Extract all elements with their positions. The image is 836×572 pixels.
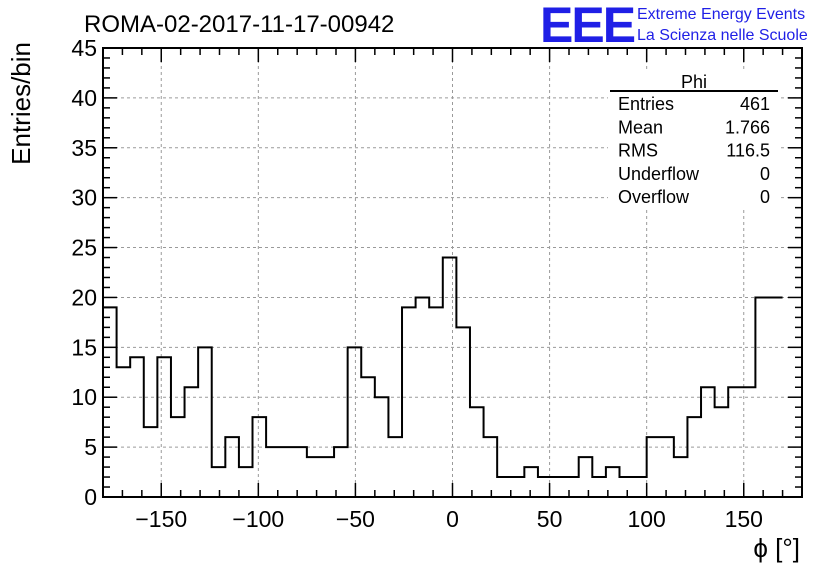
stats-row-value: 0 — [760, 187, 770, 207]
histogram-bin — [619, 477, 633, 497]
x-tick-label: −100 — [232, 506, 284, 532]
histogram-bin — [103, 307, 117, 497]
stats-row-value: 1.766 — [725, 117, 770, 137]
y-tick-label: 10 — [71, 384, 97, 410]
histogram-bin — [293, 447, 307, 497]
histogram-bin — [225, 437, 239, 497]
histogram-bin — [647, 437, 661, 497]
y-tick-label: 20 — [71, 284, 97, 310]
eee-logo: EEE Extreme Energy Events La Scienza nel… — [540, 0, 808, 53]
stats-row-label: Mean — [618, 117, 663, 137]
histogram-bin — [769, 297, 783, 497]
histogram-bin — [497, 477, 511, 497]
histogram-bin — [266, 447, 280, 497]
histogram-bin — [633, 477, 647, 497]
histogram-bin — [687, 417, 701, 497]
histogram-bin — [185, 387, 199, 497]
histogram-bin — [375, 397, 389, 497]
histogram-bin — [388, 437, 402, 497]
histogram-bin — [307, 457, 321, 497]
y-tick-label: 15 — [71, 334, 97, 360]
histogram-bin — [157, 357, 171, 497]
y-tick-label: 5 — [84, 434, 97, 460]
histogram-bin — [443, 258, 457, 497]
histogram-bin — [728, 387, 742, 497]
histogram-bin — [511, 477, 525, 497]
histogram-bin — [198, 347, 212, 497]
histogram-bin — [755, 297, 769, 497]
histogram-bin — [742, 387, 756, 497]
stats-row-label: Overflow — [618, 187, 690, 207]
histogram-bin — [239, 467, 253, 497]
histogram-bin — [280, 447, 294, 497]
histogram-series — [102, 256, 783, 497]
histogram-bin — [456, 327, 470, 497]
histogram-bin — [552, 477, 566, 497]
stats-box: Phi Entries 461 Mean 1.766 RMS 116.5 Underflow… — [608, 70, 780, 210]
x-tick-label: 150 — [725, 506, 763, 532]
histogram-bin — [171, 417, 185, 497]
x-axis: −150 −100 −50 0 50 100 150 — [121, 48, 784, 532]
y-tick-label: 30 — [71, 185, 97, 211]
logo-line-1: Extreme Energy Events — [637, 6, 805, 23]
histogram-bin — [660, 437, 674, 497]
histogram-bin — [592, 477, 606, 497]
y-tick-label: 25 — [71, 235, 97, 261]
histogram-bin — [253, 417, 267, 497]
histogram-outline — [102, 256, 783, 497]
chart-title: ROMA-02-2017-11-17-00942 — [84, 11, 394, 38]
histogram-bin — [348, 347, 362, 497]
stats-row-value: 116.5 — [726, 141, 770, 161]
histogram-bin — [701, 387, 715, 497]
stats-rows: Entries 461 Mean 1.766 RMS 116.5 Underflow 0 Ove… — [618, 94, 770, 207]
histogram-bin — [117, 367, 131, 497]
histogram-bin — [579, 457, 593, 497]
stats-row-value: 0 — [760, 164, 770, 184]
histogram-bin — [144, 427, 158, 497]
histogram-bin — [429, 307, 443, 497]
y-axis-title: Entries/bin — [6, 42, 36, 165]
x-tick-label: 50 — [537, 506, 563, 532]
x-tick-label: 100 — [627, 506, 665, 532]
histogram-bin — [212, 467, 226, 497]
x-tick-label: −50 — [336, 506, 375, 532]
y-tick-label: 35 — [71, 135, 97, 161]
stats-row-label: Entries — [618, 94, 674, 114]
histogram-bin — [416, 297, 430, 497]
y-tick-label: 40 — [71, 85, 97, 111]
stats-background — [608, 70, 780, 210]
stats-title: Phi — [681, 72, 707, 92]
y-axis: 0 5 10 15 20 25 30 35 40 45 — [71, 35, 802, 510]
x-tick-label: −150 — [135, 506, 187, 532]
stats-row-label: Underflow — [618, 164, 700, 184]
x-tick-label: 0 — [446, 506, 459, 532]
stats-row-label: RMS — [618, 141, 658, 161]
histogram-bin — [565, 477, 579, 497]
y-tick-label: 0 — [84, 484, 97, 510]
y-tick-label: 45 — [71, 35, 97, 61]
histogram-bin — [361, 377, 375, 497]
x-axis-title: ϕ [°] — [753, 533, 800, 563]
histogram-bin — [334, 447, 348, 497]
histogram-bin — [715, 407, 729, 497]
logo-line-2: La Scienza nelle Scuole — [637, 27, 808, 44]
logo-mark: EEE — [540, 0, 635, 53]
stats-row-value: 461 — [740, 94, 770, 114]
histogram-bin — [470, 407, 484, 497]
histogram-bin — [320, 457, 334, 497]
histogram-bin — [402, 307, 416, 497]
histogram-bin — [524, 467, 538, 497]
histogram-bin — [484, 437, 498, 497]
histogram-bin — [130, 357, 144, 497]
